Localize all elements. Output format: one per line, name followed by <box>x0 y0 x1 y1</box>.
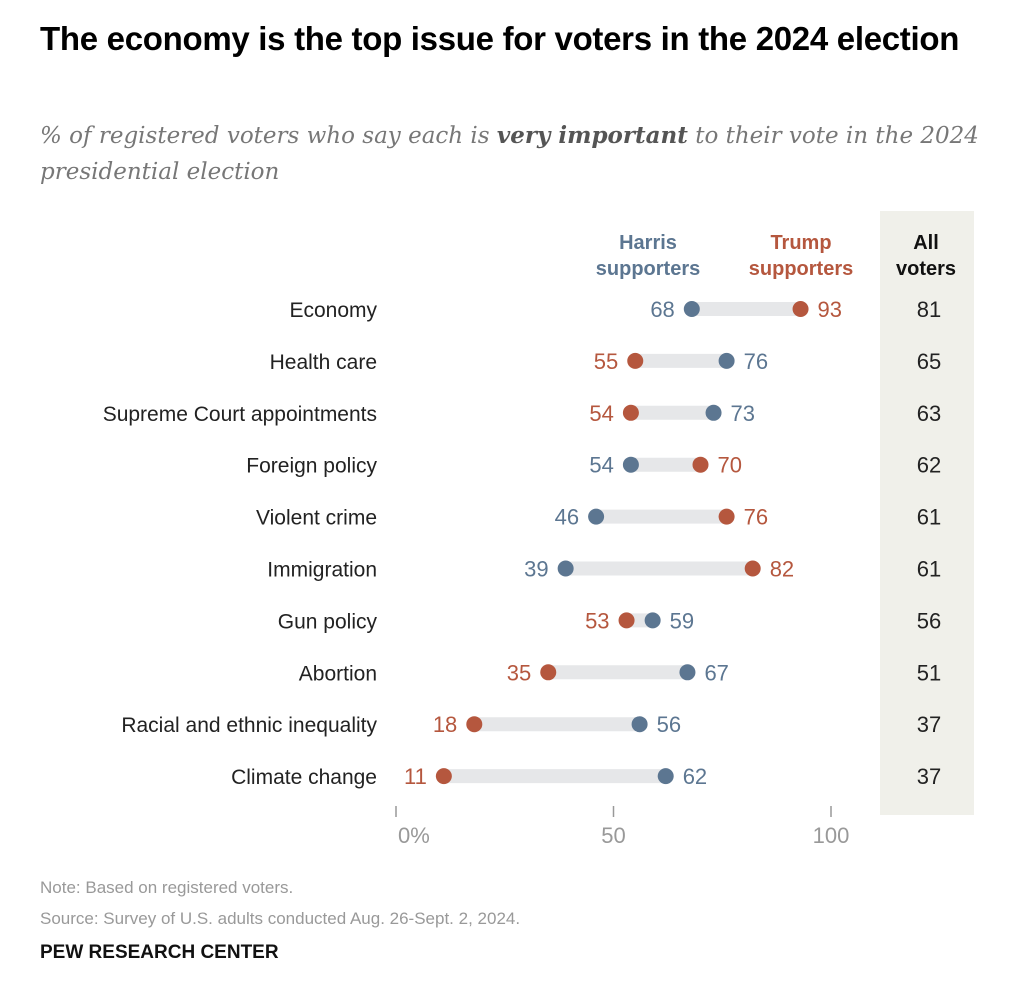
all-voters-value: 56 <box>917 608 941 633</box>
harris-dot <box>705 404 722 421</box>
all-voters-value: 61 <box>917 505 941 530</box>
legend-trump-supporters: Trump <box>770 232 831 254</box>
trump-value-label: 54 <box>589 401 613 426</box>
footer-notes: Note: Based on registered voters. Source… <box>40 872 520 934</box>
trump-value-label: 93 <box>818 297 842 322</box>
subtitle-text-after: to their vote in the 2024 presidential e… <box>40 123 979 185</box>
all-voters-value: 62 <box>917 453 941 478</box>
trump-dot <box>744 560 761 577</box>
chart-title: The economy is the top issue for voters … <box>40 20 960 57</box>
trump-value-label: 55 <box>594 349 618 374</box>
trump-dot <box>692 456 709 473</box>
harris-dot <box>622 456 639 473</box>
all-voters-value: 37 <box>917 764 941 789</box>
x-axis-tick-label: 0% <box>398 823 430 848</box>
x-axis-tick-label: 100 <box>813 823 850 848</box>
harris-dot <box>557 560 574 577</box>
trump-value-label: 18 <box>433 712 457 737</box>
trump-dot <box>792 301 809 317</box>
all-voters-column-bg <box>880 211 974 815</box>
all-voters-value: 61 <box>917 557 941 582</box>
harris-value-label: 46 <box>555 505 579 530</box>
harris-dot <box>657 768 674 785</box>
trump-value-label: 76 <box>744 505 768 530</box>
all-voters-value: 63 <box>917 401 941 426</box>
legend-harris-supporters: supporters <box>596 258 700 280</box>
all-voters-value: 81 <box>917 297 941 322</box>
harris-dot <box>588 508 605 525</box>
category-label: Racial and ethnic inequality <box>121 714 377 737</box>
trump-dot <box>466 716 483 733</box>
subtitle-text-before: % of registered voters who say each is <box>40 123 497 149</box>
category-label: Abortion <box>299 662 377 685</box>
harris-dot <box>718 352 735 369</box>
legend-trump-supporters: supporters <box>749 258 853 280</box>
harris-dot <box>631 716 648 733</box>
harris-dot <box>679 664 696 681</box>
harris-value-label: 56 <box>657 712 681 737</box>
harris-dot <box>644 612 661 629</box>
trump-value-label: 35 <box>507 660 531 685</box>
legend-harris-supporters: Harris <box>619 232 677 254</box>
category-label: Immigration <box>267 559 377 582</box>
category-label: Gun policy <box>278 610 378 633</box>
brand-logo-text: PEW RESEARCH CENTER <box>40 942 279 963</box>
all-voters-header: All <box>913 232 939 254</box>
trump-dot <box>618 612 635 629</box>
harris-value-label: 67 <box>704 660 728 685</box>
all-voters-value: 51 <box>917 660 941 685</box>
trump-value-label: 82 <box>770 557 794 582</box>
harris-value-label: 59 <box>670 608 694 633</box>
chart-subtitle: % of registered voters who say each is v… <box>40 118 980 190</box>
category-label: Economy <box>289 299 377 322</box>
all-voters-value: 65 <box>917 349 941 374</box>
trump-value-label: 53 <box>585 608 609 633</box>
all-voters-value: 37 <box>917 712 941 737</box>
trump-dot <box>627 352 644 369</box>
footer-source: Source: Survey of U.S. adults conducted … <box>40 909 521 928</box>
category-label: Supreme Court appointments <box>103 403 377 426</box>
trump-value-label: 70 <box>718 453 742 478</box>
category-label: Climate change <box>231 766 377 789</box>
footer-note: Note: Based on registered voters. <box>40 878 294 897</box>
harris-dot <box>683 301 700 317</box>
category-label: Foreign policy <box>246 455 377 478</box>
trump-value-label: 11 <box>404 764 427 789</box>
harris-value-label: 76 <box>744 349 768 374</box>
harris-value-label: 62 <box>683 764 707 789</box>
trump-dot <box>540 664 557 681</box>
category-label: Health care <box>270 351 377 374</box>
all-voters-header: voters <box>896 258 956 280</box>
harris-value-label: 54 <box>589 453 613 478</box>
trump-dot <box>435 768 452 785</box>
subtitle-emphasis: very important <box>496 122 688 149</box>
category-label: Violent crime <box>256 507 377 530</box>
harris-value-label: 68 <box>650 297 674 322</box>
x-axis-tick-label: 50 <box>601 823 625 848</box>
trump-dot <box>718 508 735 525</box>
harris-value-label: 73 <box>731 401 755 426</box>
harris-value-label: 39 <box>524 557 548 582</box>
trump-dot <box>622 404 639 421</box>
